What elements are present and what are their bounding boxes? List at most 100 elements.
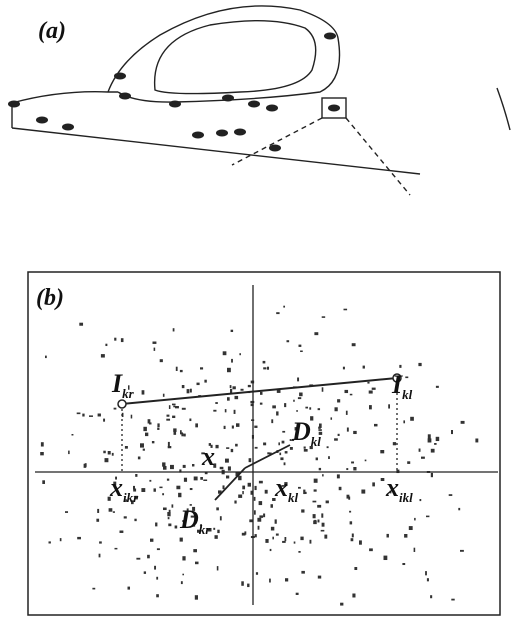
dot (180, 432, 184, 435)
dot (227, 466, 231, 471)
dot (326, 446, 329, 449)
dot (239, 353, 241, 356)
dot (254, 534, 257, 538)
dot (250, 490, 254, 495)
dot (262, 360, 266, 364)
dot (289, 447, 293, 450)
dot (426, 515, 430, 518)
dot (399, 364, 402, 368)
dot (133, 485, 136, 490)
dot (156, 576, 159, 580)
dot (182, 556, 186, 561)
dot (359, 540, 362, 545)
dot (150, 538, 154, 542)
annotation-main: x (109, 473, 123, 502)
dot (313, 478, 318, 483)
dot (213, 463, 217, 468)
dot (119, 530, 124, 533)
dot (96, 518, 100, 522)
dot (105, 343, 108, 347)
dot (230, 388, 233, 394)
dot (238, 475, 242, 481)
dot (181, 385, 185, 389)
dot (154, 565, 157, 570)
dot (89, 415, 93, 417)
annotation: xkl (274, 473, 299, 505)
dot (157, 427, 160, 430)
dot (125, 499, 127, 502)
dot (175, 406, 179, 409)
dot (354, 567, 358, 571)
dot (175, 366, 178, 371)
dot (186, 389, 190, 394)
dot (300, 350, 303, 353)
dot (435, 385, 439, 388)
dot (171, 504, 174, 508)
dot (280, 457, 284, 461)
dot (284, 451, 288, 454)
ground-line (11, 127, 421, 175)
dot (207, 528, 212, 532)
dot (204, 379, 207, 383)
dot (369, 405, 372, 410)
dot (131, 500, 134, 505)
dot (318, 467, 322, 471)
dot (133, 488, 137, 492)
dot (162, 393, 165, 397)
dot (364, 459, 367, 462)
dot (352, 593, 356, 598)
dot (388, 404, 391, 409)
dot (173, 405, 176, 408)
dot (269, 452, 272, 455)
dot (71, 434, 74, 436)
dot (254, 425, 258, 428)
dot (233, 409, 236, 414)
dot (258, 501, 263, 506)
dot (404, 534, 408, 538)
dot (337, 399, 341, 403)
dot (176, 485, 181, 490)
dot (349, 510, 352, 513)
dot (222, 351, 227, 356)
dot (76, 412, 81, 415)
bird (62, 123, 74, 131)
dot (134, 495, 138, 500)
annotation-sub: ikr (123, 490, 139, 505)
bird (266, 104, 278, 112)
dot (257, 525, 260, 530)
dot (167, 517, 170, 520)
dot (173, 428, 177, 432)
dot (107, 451, 111, 455)
dot (275, 533, 279, 536)
dot (222, 485, 225, 490)
dot (179, 469, 182, 473)
outline-inner (153, 19, 317, 95)
dot (392, 442, 397, 446)
dot (179, 369, 183, 373)
dot (172, 328, 175, 332)
dot (448, 494, 453, 496)
dot (317, 575, 322, 579)
dot (173, 430, 177, 435)
dot (255, 572, 259, 575)
dot (276, 312, 280, 315)
dot (324, 534, 328, 539)
dot (225, 458, 229, 463)
dot (430, 472, 433, 478)
dot (427, 438, 432, 443)
dot (195, 561, 199, 565)
dot (59, 538, 62, 542)
dot (294, 427, 297, 431)
dot (300, 536, 304, 541)
dot (349, 393, 353, 396)
annotation-main: x (274, 473, 288, 502)
dot (418, 362, 422, 367)
dot (136, 557, 141, 560)
dot (168, 509, 171, 513)
annotation-sub: kr (199, 522, 212, 537)
dot (269, 578, 271, 583)
dot (276, 389, 281, 393)
dot (257, 517, 262, 522)
dot (371, 387, 376, 390)
annotation: x (201, 442, 215, 471)
